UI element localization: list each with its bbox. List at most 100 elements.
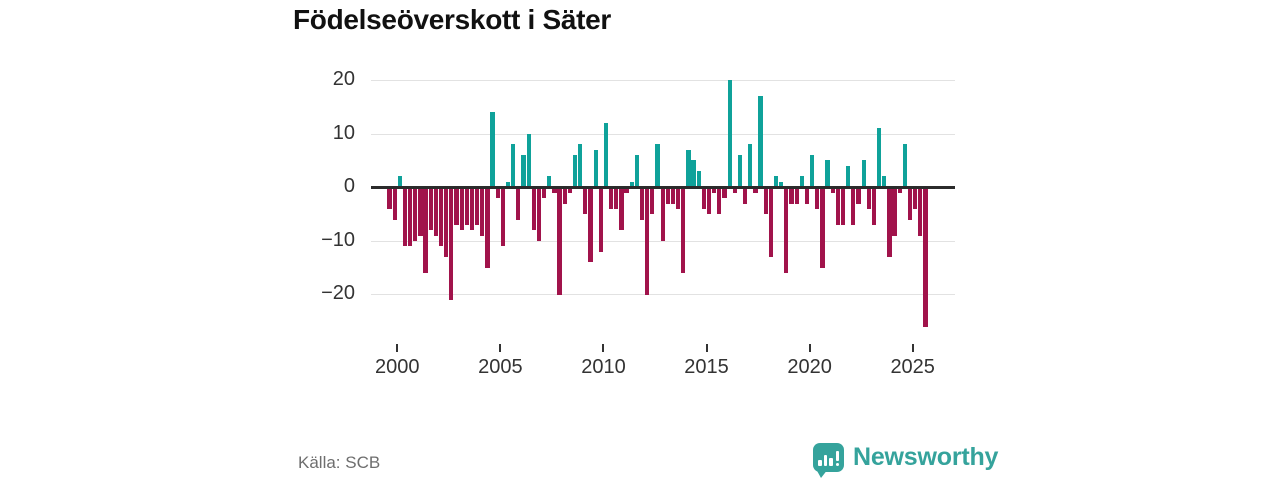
- gridline--20: [371, 294, 955, 295]
- bar-2016Q4: [743, 188, 748, 204]
- bar-2016Q2: [732, 188, 737, 193]
- bar-2018Q4: [784, 188, 789, 274]
- bar-2009Q4: [598, 188, 603, 252]
- bar-2023Q1: [871, 188, 877, 225]
- bar-2004Q2: [485, 188, 490, 268]
- x-axis-label-2000: 2000: [375, 356, 420, 378]
- y-axis-label-20: 20: [332, 68, 355, 90]
- gridline-10: [371, 133, 955, 135]
- bar-2013Q4: [681, 188, 686, 274]
- bar-2012Q2: [650, 188, 655, 215]
- bar-2006Q1: [521, 154, 526, 186]
- bar-2009Q3: [593, 149, 598, 186]
- bar-2007Q2: [547, 176, 552, 186]
- bar-2009Q2: [588, 188, 593, 263]
- bar-2013Q3: [676, 188, 681, 209]
- newsworthy-logo: Newsworthy: [813, 443, 999, 478]
- bar-2000Q4: [413, 188, 418, 241]
- bar-2022Q1: [851, 188, 856, 225]
- bar-2003Q2: [464, 188, 469, 225]
- bar-2014Q2: [691, 160, 696, 186]
- bar-2007Q3: [552, 188, 557, 193]
- bar-2021Q1: [830, 188, 835, 193]
- bar-2007Q4: [557, 188, 562, 295]
- bar-2011Q4: [639, 188, 645, 220]
- bar-2018Q3: [779, 181, 784, 186]
- bar-2011Q2: [629, 181, 634, 186]
- bar-2008Q4: [578, 144, 583, 186]
- bar-1999Q4: [392, 188, 397, 220]
- x-axis-tick-2005: [499, 344, 502, 352]
- logo-speech-tail: [816, 469, 828, 478]
- bar-2010Q2: [609, 188, 614, 209]
- y-axis-label--10: −10: [321, 228, 355, 251]
- bar-2024Q4: [907, 188, 913, 220]
- bar-2020Q1: [810, 154, 815, 186]
- bar-2022Q2: [856, 188, 861, 204]
- bar-2003Q4: [475, 188, 480, 225]
- bar-2024Q2: [897, 188, 902, 193]
- bar-2014Q1: [686, 149, 691, 186]
- x-axis-label-2020: 2020: [787, 356, 832, 378]
- bar-2017Q4: [763, 188, 768, 215]
- zero-line: [371, 186, 955, 189]
- bar-2003Q3: [469, 188, 475, 231]
- bar-2017Q3: [758, 96, 763, 186]
- bar-2020Q4: [825, 160, 830, 186]
- bar-2021Q3: [840, 188, 846, 225]
- y-axis-label-0: 0: [343, 175, 355, 197]
- bar-2010Q3: [614, 188, 619, 209]
- bar-2008Q3: [572, 154, 578, 186]
- bar-2021Q4: [846, 165, 851, 186]
- bar-2005Q4: [516, 188, 521, 220]
- bar-2004Q1: [480, 188, 485, 236]
- bar-2014Q4: [701, 188, 706, 209]
- x-axis-label-2015: 2015: [684, 356, 729, 378]
- bar-2005Q1: [500, 188, 505, 247]
- bar-2006Q2: [526, 133, 531, 186]
- bar-2019Q3: [799, 176, 804, 186]
- bar-2025Q1: [913, 188, 918, 209]
- bar-2018Q1: [768, 188, 773, 258]
- bar-2021Q2: [835, 188, 840, 225]
- bar-2023Q2: [877, 128, 882, 186]
- bar-2006Q3: [531, 188, 536, 231]
- bar-2023Q3: [882, 176, 887, 186]
- bar-2015Q3: [717, 188, 722, 215]
- bar-2019Q2: [794, 188, 799, 204]
- bar-2011Q1: [624, 188, 629, 193]
- bar-2017Q1: [748, 144, 753, 186]
- bar-2005Q2: [505, 181, 511, 186]
- x-axis-tick-2020: [808, 344, 811, 352]
- bar-2000Q3: [408, 188, 413, 247]
- logo-mini-barchart-icon: [818, 455, 833, 466]
- bar-2000Q1: [397, 176, 402, 186]
- bar-2013Q2: [670, 188, 676, 204]
- x-axis-tick-2025: [911, 344, 914, 352]
- bar-2024Q3: [902, 144, 907, 186]
- bar-2022Q4: [866, 188, 871, 209]
- gridline--10: [371, 240, 955, 242]
- bar-2015Q1: [706, 188, 712, 215]
- bar-2011Q3: [634, 154, 639, 186]
- bar-2002Q1: [438, 188, 444, 247]
- bar-2015Q4: [722, 188, 727, 199]
- x-axis-label-2025: 2025: [890, 356, 935, 378]
- bar-2012Q3: [655, 144, 660, 186]
- bar-2020Q2: [815, 188, 820, 209]
- bar-2022Q3: [861, 160, 866, 186]
- bar-2008Q1: [562, 188, 567, 204]
- bar-2004Q4: [495, 188, 500, 199]
- newsworthy-logo-text: Newsworthy: [853, 443, 999, 471]
- bar-2003Q1: [459, 188, 464, 231]
- gridline-20: [371, 80, 955, 81]
- bar-2025Q3: [923, 188, 928, 327]
- bar-2008Q2: [567, 188, 572, 193]
- source-note: Källa: SCB: [298, 453, 381, 472]
- x-axis-tick-2000: [396, 344, 399, 352]
- bar-2020Q3: [820, 188, 825, 268]
- bar-2001Q1: [418, 188, 423, 236]
- bar-2001Q2: [423, 188, 428, 274]
- bar-2001Q4: [433, 188, 438, 236]
